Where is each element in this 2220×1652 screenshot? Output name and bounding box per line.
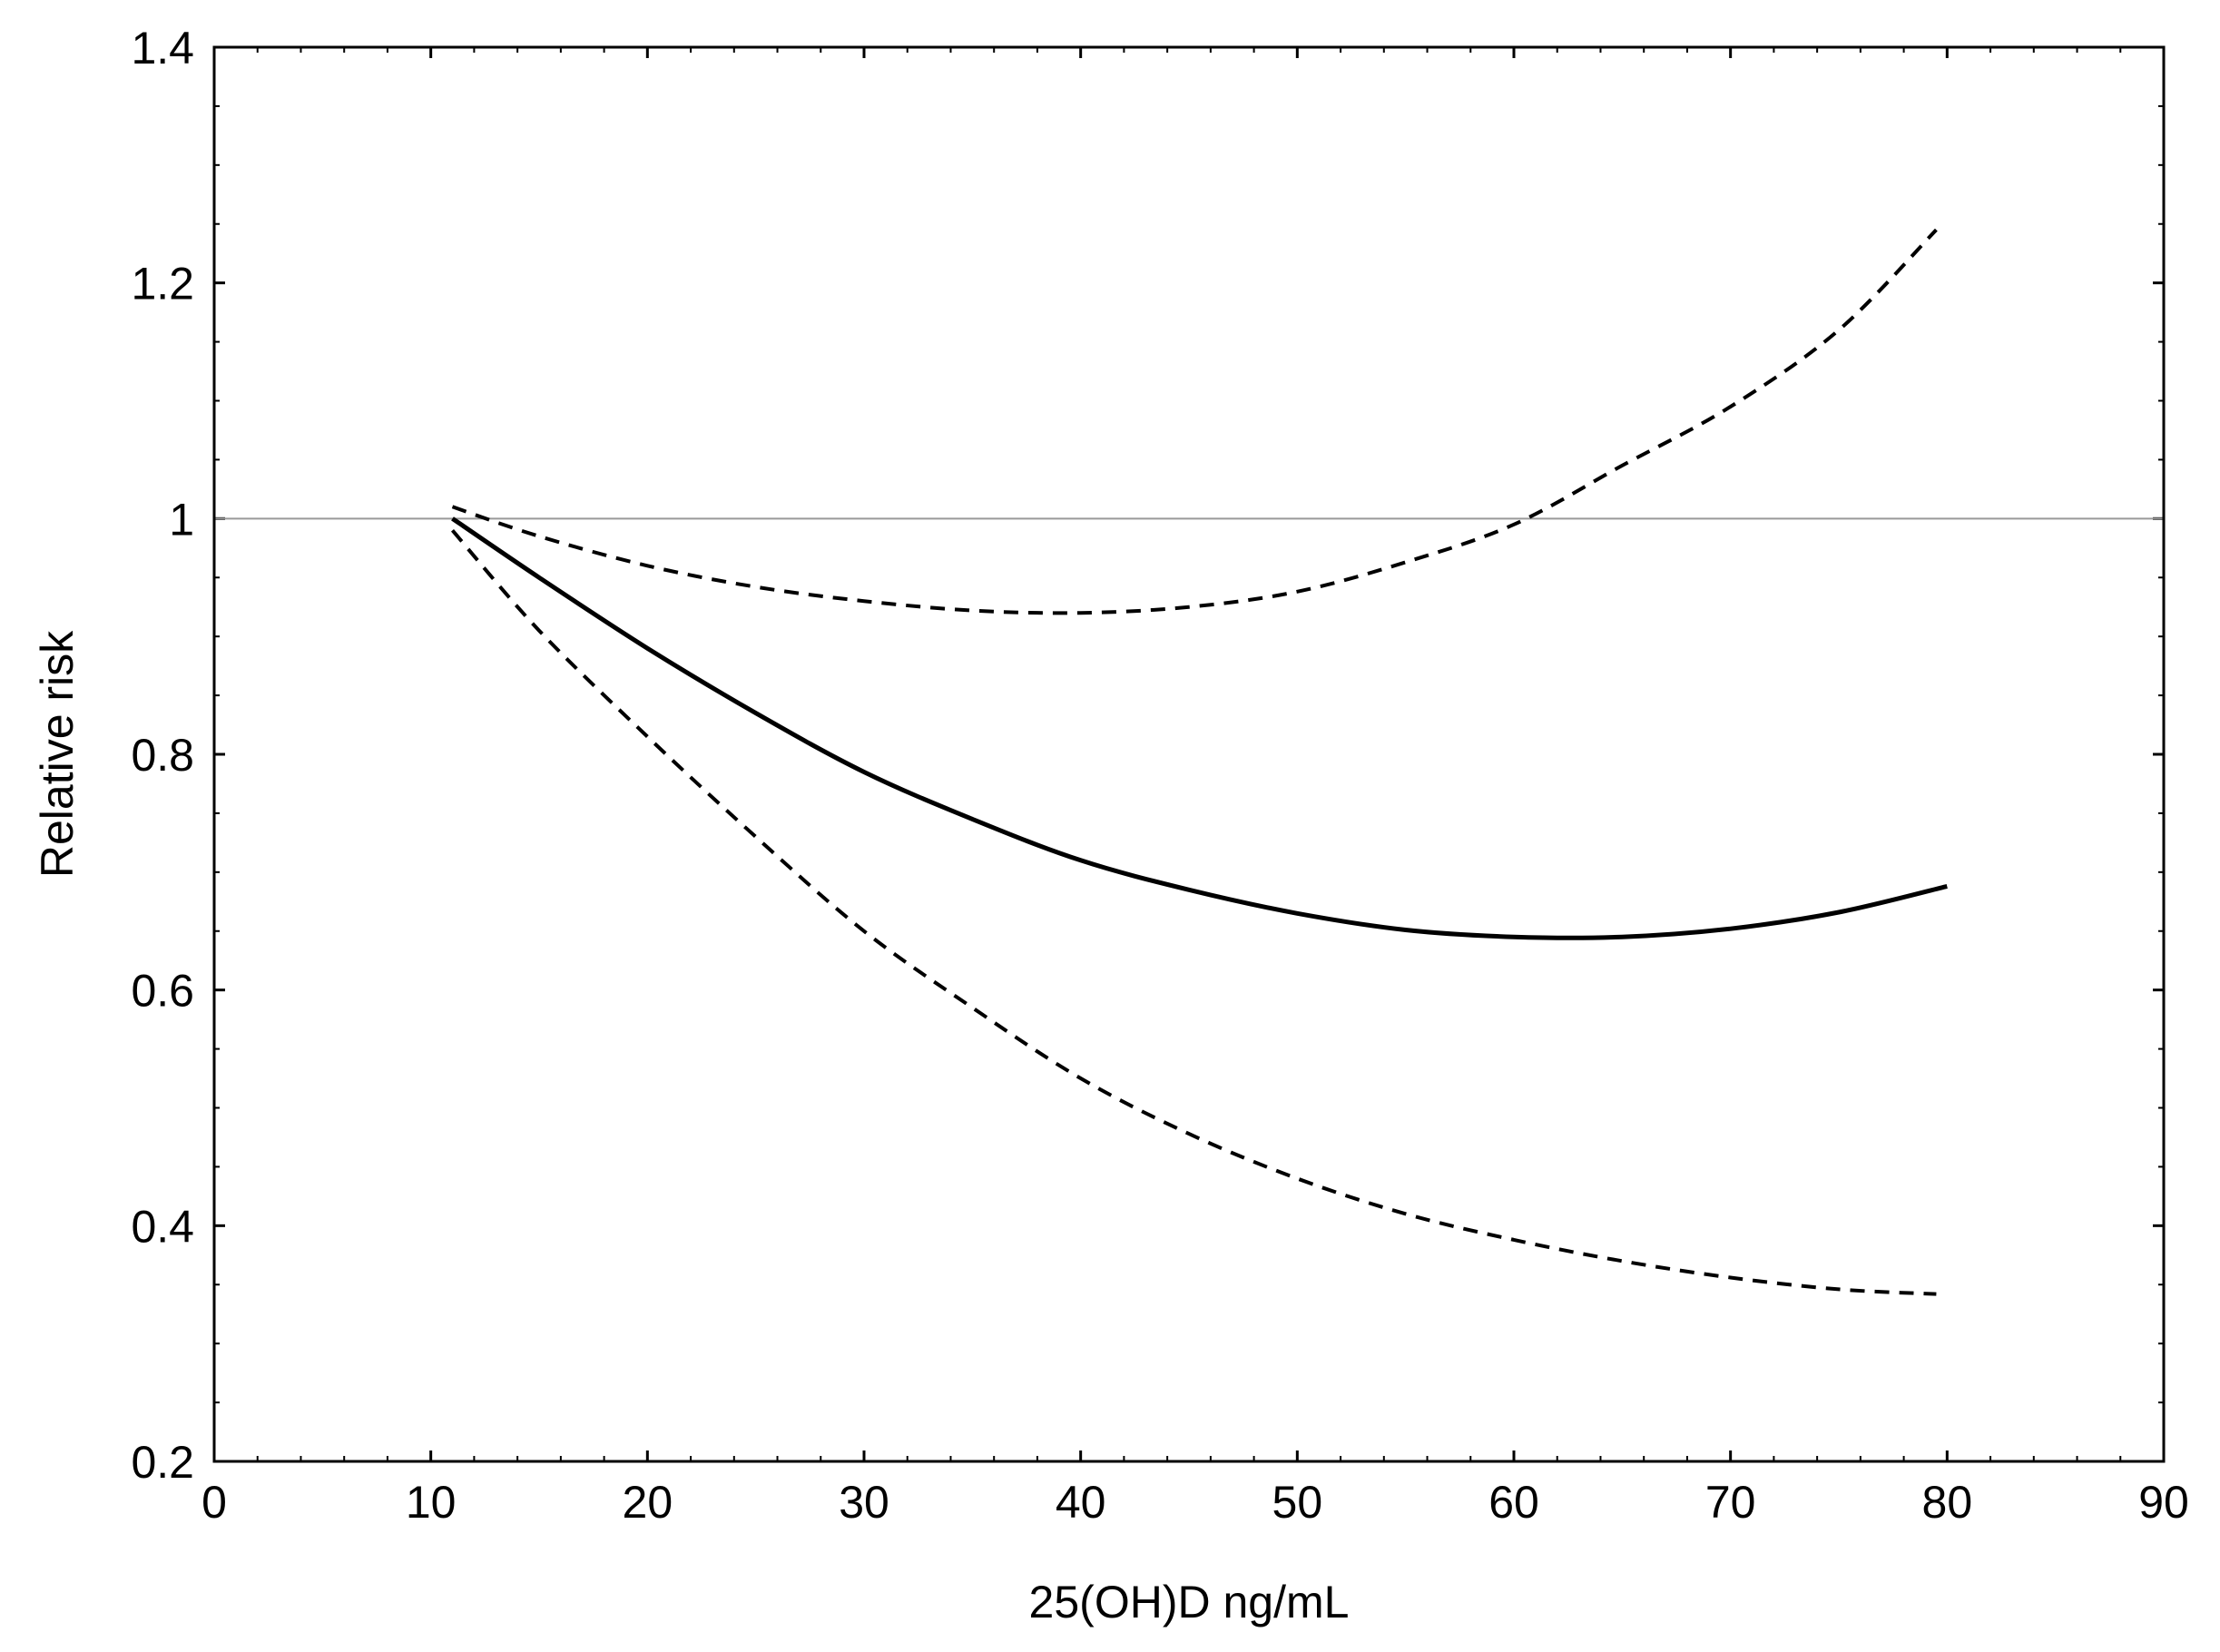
lower-ci-line — [450, 528, 1937, 1296]
y-tick-label: 0.4 — [131, 1201, 194, 1252]
upper-ci-line — [451, 228, 1938, 615]
y-tick-label: 0.6 — [131, 966, 194, 1017]
x-tick-label: 70 — [1705, 1477, 1756, 1528]
x-tick-label: 80 — [1922, 1477, 1973, 1528]
y-tick-label: 1 — [169, 494, 194, 545]
x-tick-label: 40 — [1056, 1477, 1106, 1528]
plot-frame — [212, 45, 2166, 1463]
x-tick-label: 50 — [1272, 1477, 1323, 1528]
x-tick-label: 90 — [2138, 1477, 2189, 1528]
series-group — [450, 228, 1948, 1296]
y-tick-label: 0.2 — [131, 1437, 194, 1488]
x-axis-title: 25(OH)D ng/mL — [1029, 1577, 1350, 1627]
x-tick-labels: 0 10 20 30 40 50 60 70 80 90 — [201, 1477, 2189, 1528]
y-axis-title: Relative risk — [32, 630, 83, 878]
x-tick-label: 0 — [201, 1477, 227, 1528]
y-tick-label: 1.4 — [131, 23, 194, 74]
major-ticks — [212, 45, 2166, 1463]
x-tick-label: 60 — [1488, 1477, 1539, 1528]
estimate-line — [451, 516, 1948, 940]
y-tick-label: 1.2 — [131, 259, 194, 310]
y-tick-labels: 0.2 0.4 0.6 0.8 1 1.2 1.4 — [131, 23, 194, 1488]
x-tick-label: 10 — [406, 1477, 457, 1528]
minor-ticks — [213, 46, 2165, 1462]
y-tick-label: 0.8 — [131, 730, 194, 781]
x-tick-label: 30 — [839, 1477, 889, 1528]
x-tick-label: 20 — [623, 1477, 673, 1528]
